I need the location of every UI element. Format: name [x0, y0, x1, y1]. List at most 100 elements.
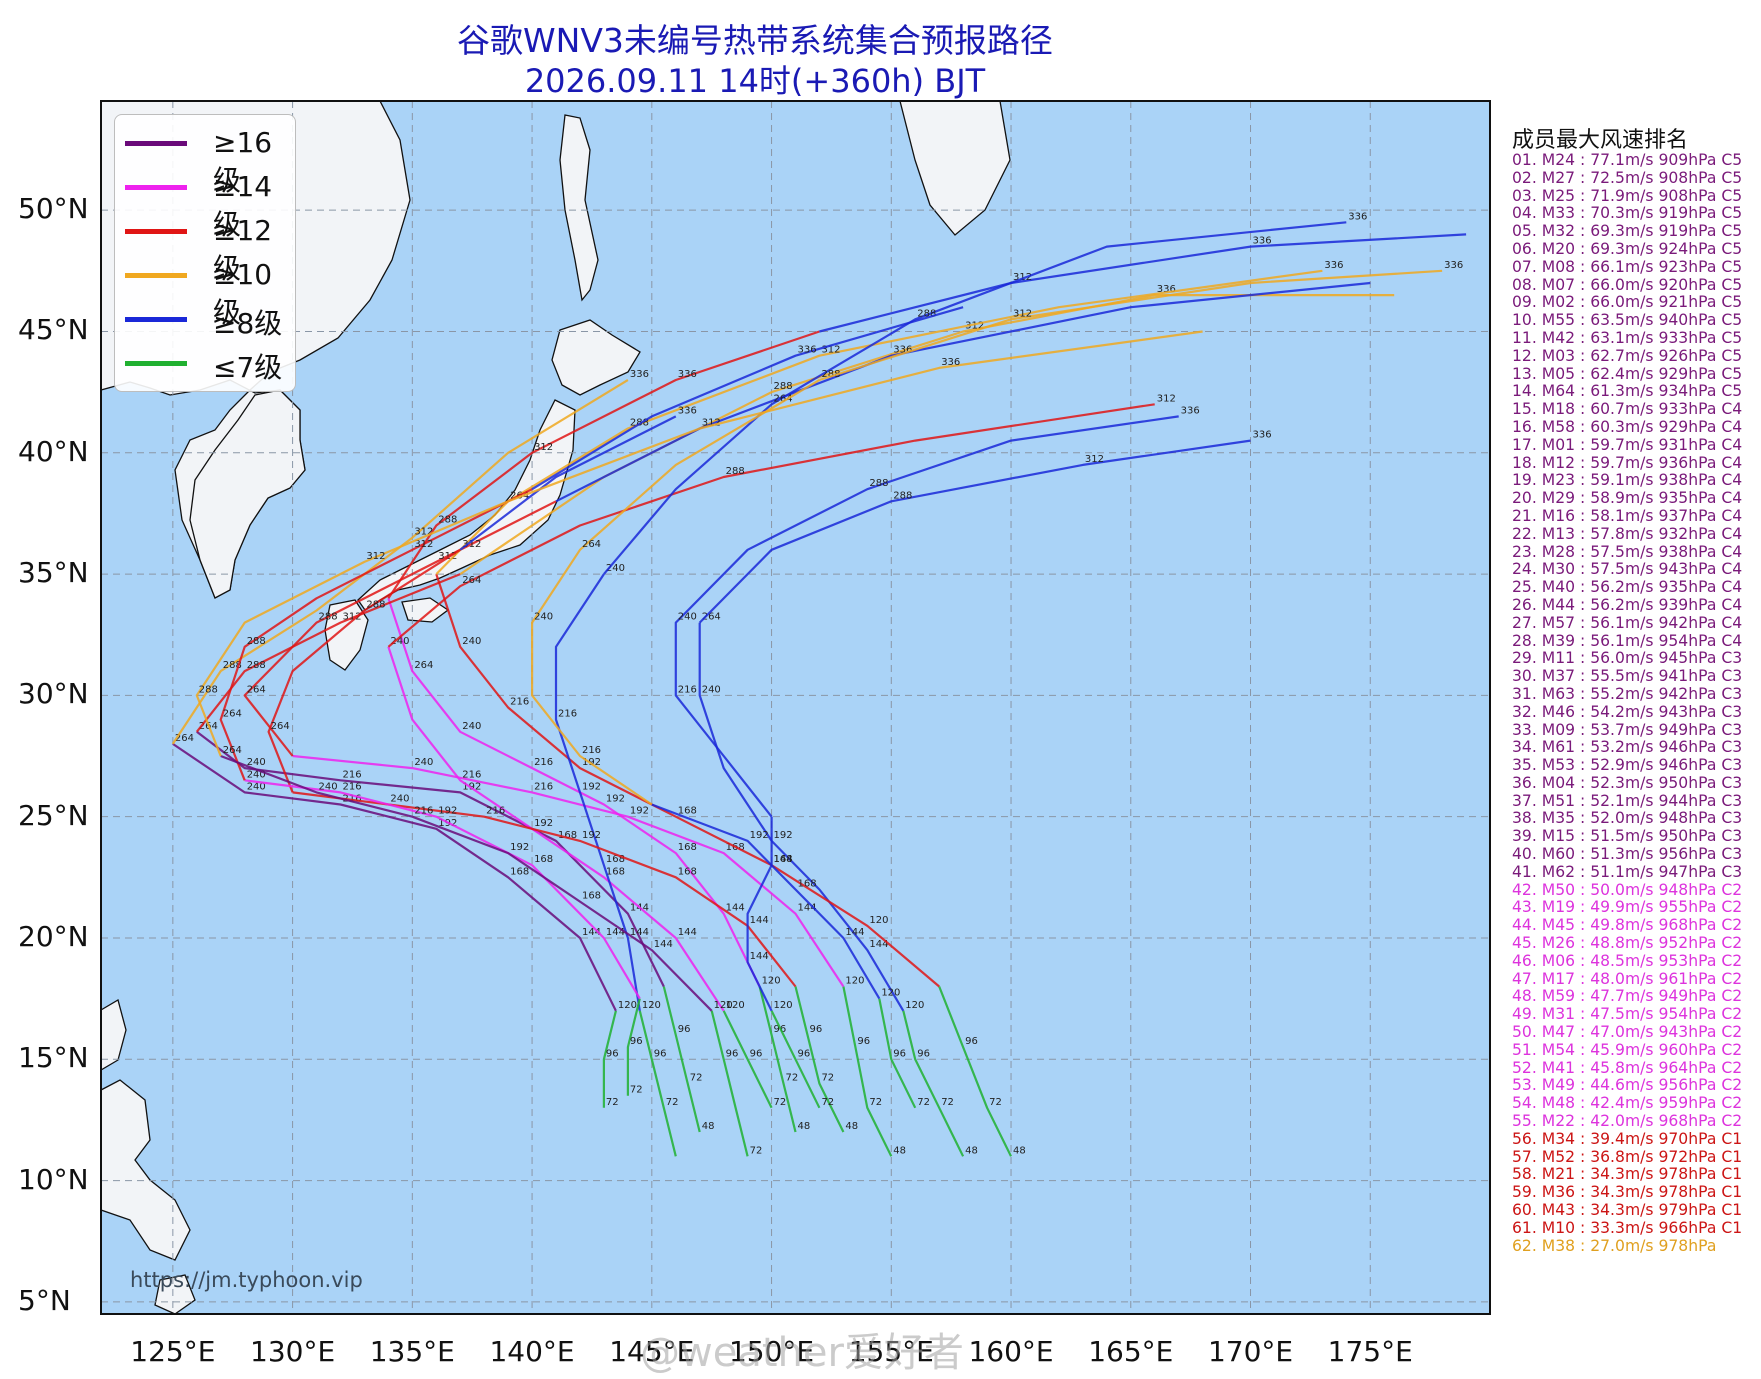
ranking-item: 57. M52 : 36.8m/s 972hPa C1	[1512, 1147, 1743, 1166]
latitude-label: 30°N	[18, 677, 89, 711]
forecast-hour-label: 48	[702, 1121, 715, 1132]
forecast-hour-label: 120	[618, 1000, 637, 1011]
ranking-item: 09. M02 : 66.0m/s 921hPa C5	[1512, 293, 1743, 312]
forecast-hour-label: 216	[342, 781, 361, 792]
ranking-item: 35. M53 : 52.9m/s 946hPa C3	[1512, 756, 1743, 775]
track-segment	[651, 803, 881, 1000]
forecast-hour-label: 168	[582, 891, 601, 902]
forecast-hour-label: 72	[821, 1073, 834, 1084]
forecast-hour-label: 168	[774, 854, 793, 865]
ranking-list: 01. M24 : 77.1m/s 909hPa C5 02. M27 : 72.…	[1512, 151, 1743, 1255]
forecast-hour-label: 240	[702, 684, 721, 695]
forecast-hour-label: 216	[678, 684, 697, 695]
latitude-label: 5°N	[18, 1283, 71, 1317]
forecast-hour-label: 288	[223, 660, 242, 671]
latitude-label: 25°N	[18, 798, 89, 832]
track-segment	[662, 986, 701, 1133]
ranking-item: 25. M40 : 56.2m/s 935hPa C4	[1512, 578, 1743, 597]
forecast-hour-label: 312	[965, 320, 984, 331]
ranking-item: 58. M21 : 34.3m/s 978hPa C1	[1512, 1165, 1743, 1184]
forecast-hour-label: 240	[390, 794, 409, 805]
forecast-hour-label: 336	[1157, 284, 1176, 295]
ensemble-tracks: 48 72 96 120 144 168 192 216 240 264 288 312 336 312 3…	[171, 211, 1467, 1157]
longitude-label: 135°E	[369, 1335, 455, 1368]
legend-item: ≤7级	[125, 343, 290, 384]
forecast-hour-label: 48	[965, 1145, 978, 1156]
track-segment	[746, 816, 773, 1012]
forecast-hour-label: 72	[630, 1085, 643, 1096]
forecast-hour-label: 216	[534, 781, 553, 792]
forecast-hour-label: 288	[319, 612, 338, 623]
ranking-item: 40. M60 : 51.3m/s 956hPa C3	[1512, 845, 1743, 864]
forecast-hour-label: 216	[342, 769, 361, 780]
forecast-hour-label: 264	[175, 733, 194, 744]
forecast-hour-label: 312	[534, 442, 553, 453]
ranking-item: 10. M55 : 63.5m/s 940hPa C5	[1512, 311, 1743, 330]
track-segment	[602, 1010, 617, 1108]
forecast-hour-label: 312	[414, 539, 433, 550]
ranking-item: 43. M19 : 49.9m/s 955hPa C2	[1512, 898, 1743, 917]
latitude-label: 15°N	[18, 1041, 89, 1075]
forecast-hour-label: 240	[462, 636, 481, 647]
track-segment	[387, 403, 1155, 648]
track-segment	[770, 1010, 821, 1109]
forecast-hour-label: 192	[438, 806, 457, 817]
ranking-item: 52. M41 : 45.8m/s 964hPa C2	[1512, 1058, 1743, 1077]
forecast-hour-label: 240	[606, 563, 625, 574]
forecast-hour-label: 240	[534, 612, 553, 623]
ranking-item: 46. M06 : 48.5m/s 953hPa C2	[1512, 951, 1743, 970]
ranking-item: 47. M17 : 48.0m/s 961hPa C2	[1512, 969, 1743, 988]
forecast-hour-label: 264	[462, 575, 481, 586]
ranking-item: 17. M01 : 59.7m/s 931hPa C4	[1512, 435, 1743, 454]
forecast-hour-label: 120	[714, 1000, 733, 1011]
track-segment	[530, 379, 820, 806]
track-segment	[938, 986, 1012, 1157]
forecast-hour-label: 264	[774, 393, 793, 404]
forecast-hour-label: 192	[630, 806, 649, 817]
forecast-hour-label: 288	[917, 308, 936, 319]
forecast-hour-label: 96	[965, 1036, 978, 1047]
track-segment	[459, 415, 677, 551]
forecast-hour-label: 72	[690, 1073, 703, 1084]
track-segment	[722, 1010, 773, 1109]
ranking-item: 44. M45 : 49.8m/s 968hPa C2	[1512, 916, 1743, 935]
forecast-hour-label: 120	[905, 1000, 924, 1011]
forecast-hour-label: 96	[917, 1048, 930, 1059]
forecast-hour-label: 48	[798, 1121, 811, 1132]
forecast-hour-label: 168	[678, 806, 697, 817]
forecast-hour-label: 48	[1013, 1145, 1026, 1156]
forecast-hour-label: 96	[606, 1048, 619, 1059]
track-segment	[674, 415, 1179, 818]
forecast-hour-label: 288	[247, 660, 266, 671]
forecast-hour-label: 120	[726, 1000, 745, 1011]
latitude-label: 50°N	[18, 192, 89, 226]
forecast-hour-label: 144	[750, 915, 769, 926]
forecast-hour-label: 312	[1013, 308, 1032, 319]
forecast-hour-label: 192	[534, 818, 553, 829]
longitude-label: 145°E	[609, 1335, 695, 1368]
forecast-hour-label: 168	[798, 878, 817, 889]
ranking-item: 13. M05 : 62.4m/s 929hPa C5	[1512, 364, 1743, 383]
forecast-hour-label: 168	[606, 866, 625, 877]
forecast-hour-label: 72	[786, 1073, 799, 1084]
legend-label: ≥14级	[213, 170, 273, 241]
forecast-hour-label: 336	[1253, 236, 1272, 247]
forecast-hour-label: 168	[606, 854, 625, 865]
forecast-hour-label: 312	[821, 345, 840, 356]
forecast-hour-label: 72	[869, 1097, 882, 1108]
longitude-label: 125°E	[130, 1335, 216, 1368]
forecast-hour-label: 288	[366, 599, 385, 610]
ranking-item: 21. M16 : 58.1m/s 937hPa C4	[1512, 506, 1743, 525]
forecast-hour-label: 312	[462, 539, 481, 550]
forecast-hour-label: 96	[654, 1048, 667, 1059]
ranking-item: 59. M36 : 34.3m/s 978hPa C1	[1512, 1183, 1743, 1202]
forecast-hour-label: 288	[893, 490, 912, 501]
track-segment	[555, 281, 1371, 503]
forecast-hour-label: 336	[630, 369, 649, 380]
legend-label: ≥12级	[213, 214, 273, 285]
ranking-item: 28. M39 : 56.1m/s 954hPa C4	[1512, 631, 1743, 650]
forecast-hour-label: 168	[510, 866, 529, 877]
forecast-hour-label: 264	[414, 660, 433, 671]
forecast-hour-label: 192	[750, 830, 769, 841]
forecast-hour-label: 48	[845, 1121, 858, 1132]
